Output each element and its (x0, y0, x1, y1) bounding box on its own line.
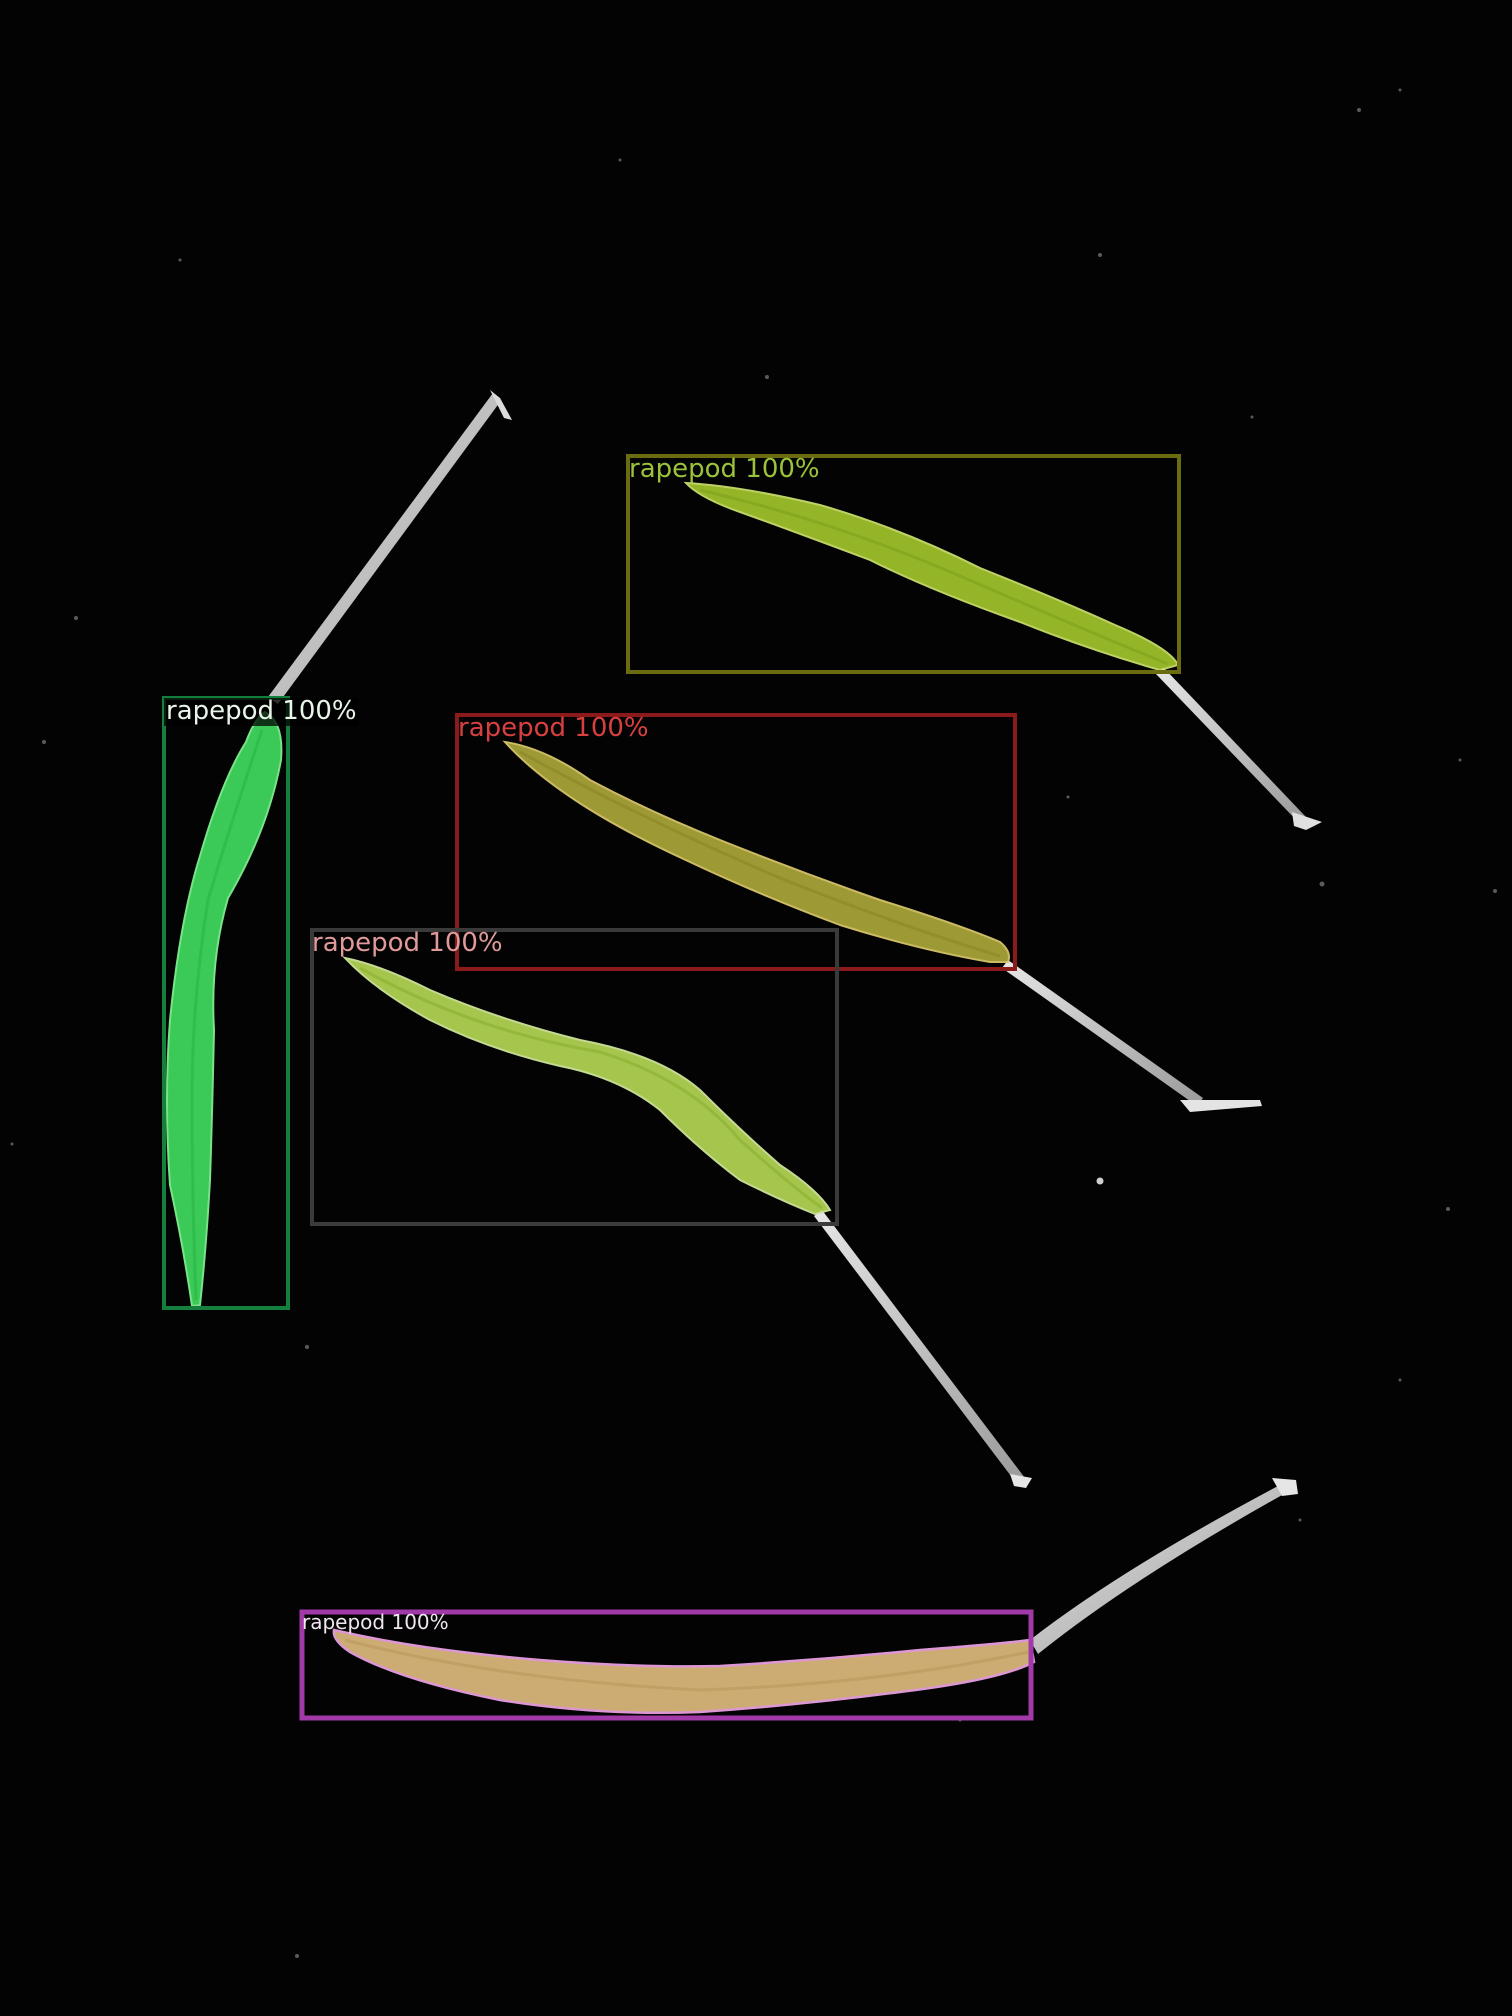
pod-1-midline (190, 729, 264, 1301)
pod-2-stem-tip (1292, 812, 1322, 830)
pod-1 (166, 390, 512, 1308)
pod-3-stem (1002, 960, 1203, 1106)
pod-3-stem-tip (1180, 1100, 1262, 1112)
pod-4-stem-tip (1010, 1474, 1032, 1488)
pod-1-stem-tip (490, 390, 512, 420)
pod-4-stem (814, 1210, 1025, 1484)
detection-label-4: rapepod 100% (312, 928, 503, 958)
detection-1: rapepod 100% (162, 696, 359, 1310)
bounding-box-2 (626, 454, 1181, 674)
pod-4-body (342, 956, 832, 1216)
bounding-box-4 (310, 928, 839, 1226)
pod-5-stem (1030, 1486, 1284, 1654)
pod-5 (332, 1478, 1298, 1715)
pod-3 (502, 740, 1262, 1112)
detection-3: rapepod 100% (455, 713, 1017, 971)
detection-5: rapepod 100% (299, 1609, 1034, 1721)
pod-5-midline (344, 1638, 1029, 1692)
detection-2: rapepod 100% (626, 454, 1181, 674)
detection-4: rapepod 100% (310, 928, 839, 1226)
pod-2-midline (699, 488, 1169, 666)
detection-label-1: rapepod 100% (166, 696, 357, 726)
pod-4 (342, 956, 1032, 1488)
pod-5-body (332, 1628, 1036, 1715)
bounding-box-5 (299, 1609, 1034, 1721)
detection-label-2: rapepod 100% (629, 454, 820, 484)
detection-label-5: rapepod 100% (302, 1610, 449, 1634)
pod-3-body (502, 740, 1010, 963)
pod-1-stem (268, 393, 500, 704)
pod-3-midline (519, 750, 1001, 958)
bounding-box-3 (455, 713, 1017, 971)
pod-1-body (166, 710, 283, 1308)
pod-2-stem (1156, 667, 1306, 824)
detection-label-3: rapepod 100% (458, 713, 649, 743)
pod-5-stem-tip (1272, 1478, 1298, 1496)
label-background-1 (164, 698, 359, 726)
pod-2 (683, 481, 1322, 830)
dust-specks (10, 88, 1497, 1958)
pod-4-midline (359, 966, 823, 1210)
